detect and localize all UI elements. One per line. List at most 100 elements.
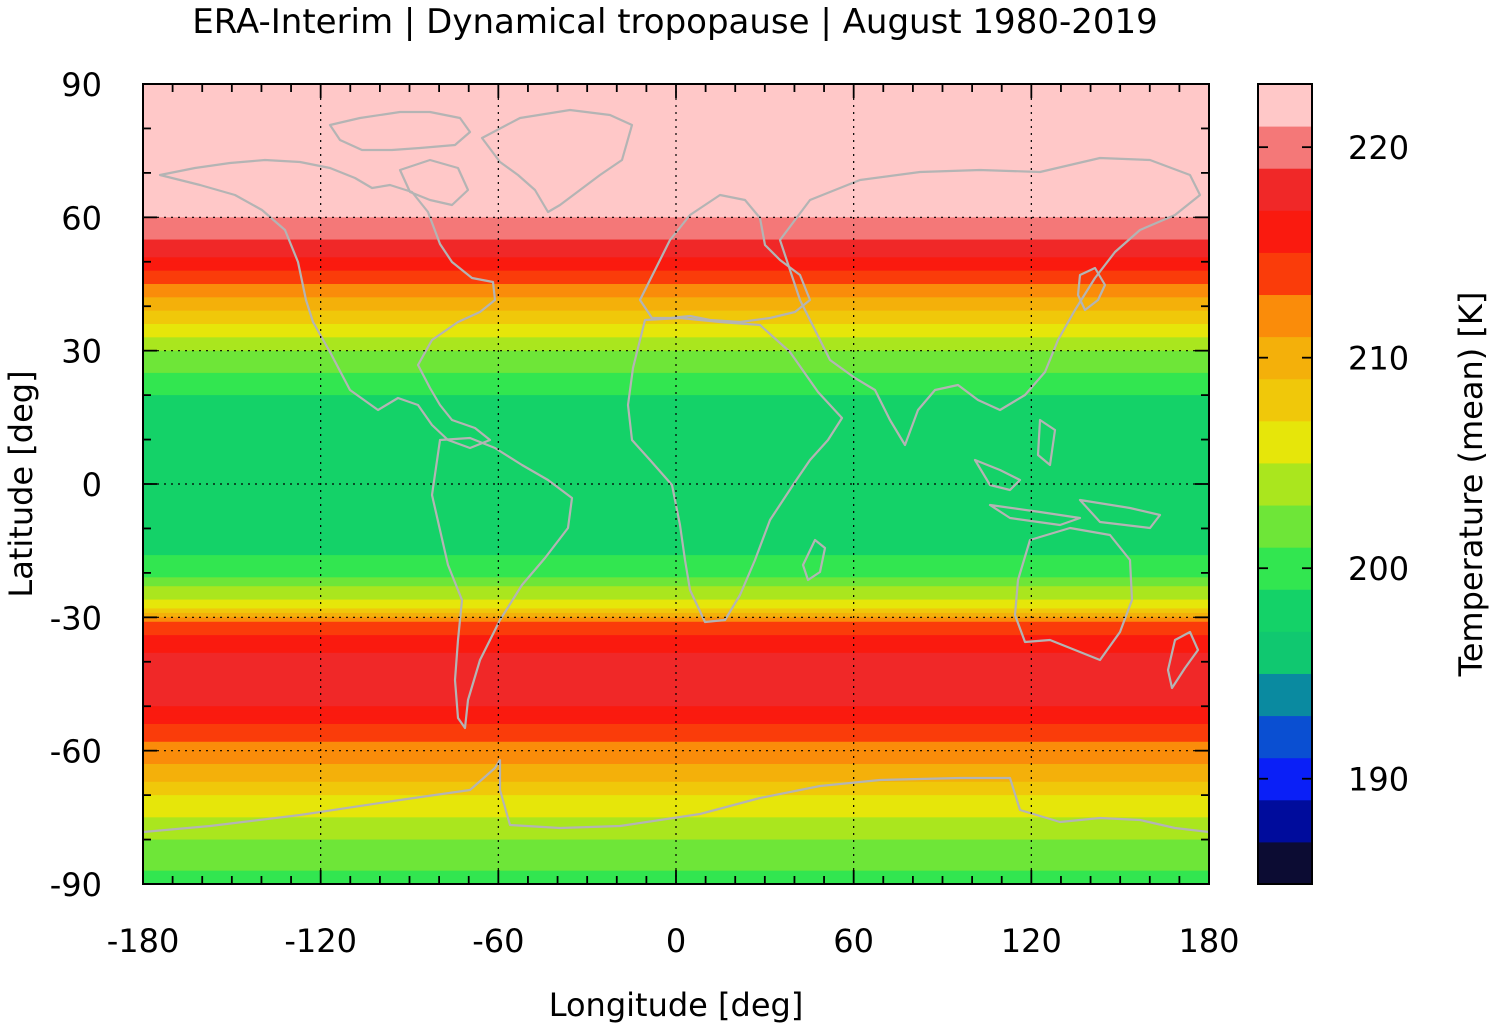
field-band — [143, 750, 1209, 756]
colorbar-level — [1258, 841, 1312, 885]
colorbar-level — [1258, 631, 1312, 674]
field-band — [143, 741, 1209, 747]
field-band — [143, 412, 1209, 418]
field-band — [143, 532, 1209, 538]
field-band — [143, 515, 1209, 521]
y-tick-label: 90 — [61, 66, 102, 104]
colorbar-level — [1258, 673, 1312, 717]
coastlines — [143, 108, 1209, 834]
field-band — [143, 604, 1209, 610]
field-band — [143, 217, 1209, 223]
field-band — [143, 372, 1209, 378]
field-band — [143, 626, 1209, 632]
x-tick-label: -60 — [472, 922, 524, 960]
coastline-europe — [638, 193, 812, 324]
field-band — [143, 368, 1209, 374]
field-band — [143, 808, 1209, 814]
coastline-arctic-islands — [328, 110, 472, 152]
field-band — [143, 301, 1209, 307]
field-band — [143, 479, 1209, 485]
colorbar-level — [1258, 462, 1312, 506]
coastline-southeast-asia — [973, 418, 1162, 530]
field-band — [143, 630, 1209, 636]
coastline-japan — [1076, 266, 1107, 312]
x-axis-label: Longitude [deg] — [549, 986, 804, 1024]
colorbar — [1258, 84, 1312, 885]
field-band — [143, 417, 1209, 423]
field-band — [143, 106, 1209, 112]
coastline-antarctica — [143, 758, 1209, 834]
field-band — [143, 541, 1209, 547]
field-band — [143, 581, 1209, 587]
field-band — [143, 332, 1209, 338]
field-band — [143, 555, 1209, 561]
field-band — [143, 546, 1209, 552]
field-band — [143, 617, 1209, 623]
field-band — [143, 359, 1209, 365]
field-band — [143, 199, 1209, 205]
y-tick-label: 60 — [61, 199, 102, 237]
colorbar-ticks: 220 210 200 190 — [1258, 129, 1409, 799]
field-band — [143, 346, 1209, 352]
field-band — [143, 826, 1209, 832]
coastline-baffin — [398, 158, 470, 207]
field-band — [143, 839, 1209, 845]
axis-ticks — [142, 83, 1210, 885]
field-band — [143, 510, 1209, 516]
field-band — [143, 612, 1209, 618]
field-band — [143, 275, 1209, 281]
coastline-greenland — [480, 108, 634, 214]
field-band — [143, 786, 1209, 792]
field-band — [143, 297, 1209, 303]
x-tick-labels: -180 -120 -60 0 60 120 180 — [107, 922, 1240, 960]
field-band — [143, 759, 1209, 765]
field-band — [143, 337, 1209, 343]
colorbar-tick-label: 210 — [1348, 340, 1409, 378]
x-tick-label: 120 — [1001, 922, 1062, 960]
field-band — [143, 461, 1209, 467]
x-tick-label: -120 — [284, 922, 357, 960]
field-band — [143, 235, 1209, 241]
field-band — [143, 204, 1209, 210]
field-band — [143, 564, 1209, 570]
field-band — [143, 252, 1209, 258]
y-axis-label: Latitude [deg] — [2, 370, 40, 597]
field-band — [143, 639, 1209, 645]
colorbar-level — [1258, 294, 1312, 338]
field-band — [143, 386, 1209, 392]
field-band — [143, 470, 1209, 476]
field-band — [143, 421, 1209, 427]
x-tick-label: 0 — [666, 922, 686, 960]
field-band — [143, 661, 1209, 667]
field-band — [143, 595, 1209, 601]
field-band — [143, 484, 1209, 490]
field-band — [143, 777, 1209, 783]
x-tick-label: -180 — [107, 922, 180, 960]
field-band — [143, 115, 1209, 121]
coastline-africa — [626, 316, 844, 624]
field-band — [143, 728, 1209, 734]
field-band — [143, 715, 1209, 721]
field-band — [143, 492, 1209, 498]
colorbar-level — [1258, 505, 1312, 548]
field-band — [143, 141, 1209, 147]
field-band — [143, 652, 1209, 658]
colorbar-level — [1258, 589, 1312, 632]
field-band — [143, 746, 1209, 752]
field-band — [143, 519, 1209, 525]
field-band — [143, 132, 1209, 138]
field-band — [143, 266, 1209, 272]
field-band — [143, 590, 1209, 596]
field-band — [143, 666, 1209, 672]
field-band — [143, 288, 1209, 294]
y-tick-label: -60 — [50, 733, 102, 771]
y-tick-labels: 90 60 30 0 -30 -60 -90 — [50, 66, 102, 904]
field-band — [143, 261, 1209, 267]
field-band — [143, 790, 1209, 796]
field-band — [143, 155, 1209, 161]
colorbar-level — [1258, 210, 1312, 253]
field-band — [143, 701, 1209, 707]
field-band — [143, 724, 1209, 730]
field-band — [143, 848, 1209, 854]
